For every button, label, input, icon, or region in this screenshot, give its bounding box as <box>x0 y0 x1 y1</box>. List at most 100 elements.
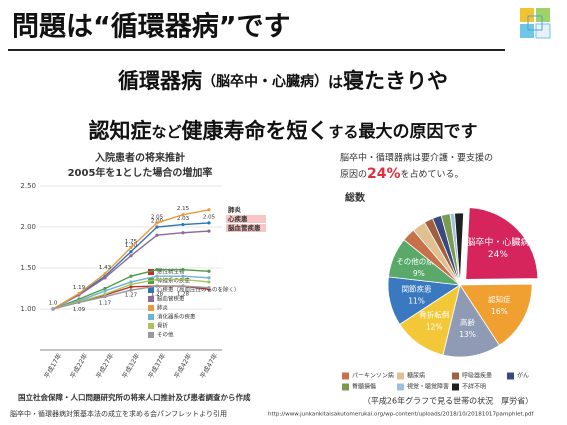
annotation: 心疾患 <box>228 214 248 223</box>
point <box>129 274 133 278</box>
data-label: 1.27 <box>125 292 138 298</box>
point <box>51 307 55 311</box>
legend-swatch <box>452 372 459 380</box>
point <box>181 268 185 272</box>
title-part: 原因の <box>340 169 367 180</box>
point <box>155 268 159 272</box>
data-label: 2.15 <box>177 206 190 212</box>
slice-label: 関節疾患 <box>402 283 432 293</box>
citation: 脳卒中・循環器病対策基本法の成立を求める会パンフレットより引用 <box>10 409 227 418</box>
slice-value: 11% <box>408 296 425 305</box>
legend-label: パーキンソン病 <box>352 372 394 380</box>
chart-title: 入院患者の将来推計 <box>95 151 185 164</box>
pie-slice <box>465 207 539 280</box>
slide-title: 問題は“循環器病”です <box>12 12 291 43</box>
point <box>103 295 107 299</box>
subtitle-part: 寝たきりや <box>343 69 448 93</box>
slice-value: 9% <box>413 269 425 278</box>
point <box>181 222 185 227</box>
legend-label: 消化器系の疾患 <box>157 313 196 321</box>
point <box>129 254 133 258</box>
legend-label: 脳血管疾患 <box>157 295 185 303</box>
point <box>181 284 185 288</box>
point <box>155 225 159 229</box>
slice-value: 12% <box>426 322 443 331</box>
point <box>155 221 159 225</box>
subtitle-part: です <box>444 122 478 142</box>
slice-label: 骨折転倒 <box>419 309 449 319</box>
y-tick-label: 2.00 <box>20 223 36 231</box>
point <box>155 284 159 288</box>
chart-label: 総数 <box>345 191 366 204</box>
pie-slice <box>459 283 533 346</box>
slice-label: 脳卒中・心臓病 <box>466 236 529 248</box>
point <box>129 250 133 254</box>
chart-source: （平成26年グラフで見る世帯の状況 厚労省） <box>363 396 533 406</box>
legend-label: 糖尿病 <box>407 372 425 380</box>
subtitle-part: 健康寿命を短く <box>182 119 329 143</box>
legend-swatch <box>148 287 154 293</box>
point <box>77 300 81 305</box>
legend-label: 脊髄損傷 <box>352 383 376 391</box>
data-label: 1.28 <box>177 292 190 298</box>
point <box>103 276 107 280</box>
point <box>207 208 211 212</box>
subtitle-line: 循環器病（脳卒中・心臓病）は寝たきりや <box>118 69 448 93</box>
legend-swatch <box>148 296 154 302</box>
subtitle-part: する <box>329 123 359 141</box>
subtitle-part: など <box>151 123 181 141</box>
legend-swatch <box>148 323 154 329</box>
point <box>207 269 211 273</box>
data-label: 1.75 <box>125 239 138 245</box>
point <box>207 280 211 284</box>
legend-swatch <box>148 269 154 275</box>
slice-value: 24% <box>488 250 508 260</box>
point <box>103 292 107 296</box>
annotation-box <box>226 224 266 232</box>
legend-label: 肺炎 <box>157 305 169 312</box>
data-label: 2.05 <box>203 214 216 220</box>
source-url: http://www.junkankitaisakutomerukai.org/… <box>268 412 535 418</box>
point <box>207 229 211 233</box>
legend-swatch <box>397 372 404 380</box>
point <box>103 272 107 276</box>
point <box>129 288 133 292</box>
point <box>129 285 133 289</box>
point <box>155 274 159 278</box>
legend-label: 神経系の疾患 <box>157 277 191 285</box>
chart-source: 国立社会保障・人口問題研究所の将来人口推計及び患者調査から作成 <box>18 392 251 402</box>
subtitle-part: 循環器病 <box>118 69 202 93</box>
y-tick-label: 1.00 <box>20 305 36 313</box>
slice-label: 認知症 <box>488 294 511 304</box>
slice-label: 高齢 <box>460 317 475 327</box>
data-label: 1.17 <box>99 301 112 307</box>
point <box>129 245 133 250</box>
slice-label: その他の原因 <box>396 256 441 266</box>
annotation-box <box>226 215 266 223</box>
title-part: 24% <box>367 166 401 182</box>
legend-swatch <box>397 383 404 391</box>
legend-label: 不詳不明 <box>462 383 486 391</box>
chart-title: 2005年を1とした場合の増加率 <box>68 166 213 179</box>
title-part: を占めている。 <box>401 168 464 180</box>
legend-label: 呼吸器疾患 <box>462 372 492 380</box>
point <box>103 286 107 291</box>
slice-value: 13% <box>459 330 476 339</box>
chart-title: 原因の24%を占めている。 <box>340 166 464 182</box>
pie-slice <box>442 284 500 358</box>
legend-swatch <box>148 332 154 338</box>
legend-swatch <box>148 314 154 320</box>
legend-swatch <box>342 372 349 380</box>
slice-value: 16% <box>491 307 508 316</box>
point <box>155 277 159 282</box>
annotation: 肺炎 <box>228 205 242 214</box>
annotation: 脳血管疾患 <box>227 223 261 232</box>
subtitle-part: （脳卒中・心臓病） <box>202 73 328 90</box>
legend-swatch <box>452 383 459 391</box>
pie-slice <box>454 212 465 286</box>
point <box>129 282 133 286</box>
data-label: 1.0 <box>49 301 58 307</box>
point <box>181 213 185 217</box>
data-label: 1.09 <box>73 307 86 313</box>
